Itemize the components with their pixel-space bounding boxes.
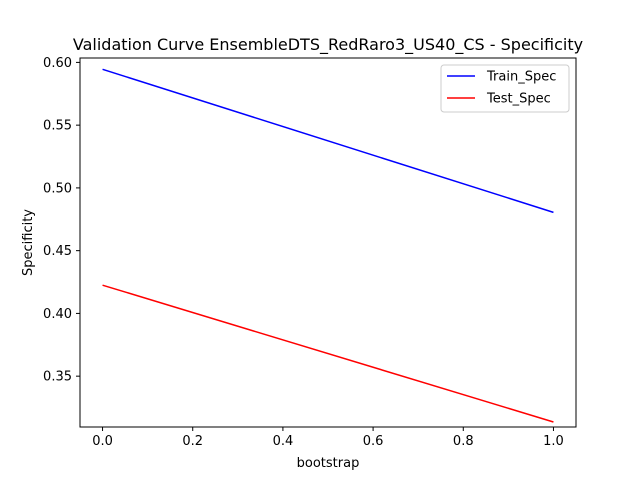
x-tick-label: 0.4: [273, 434, 294, 449]
legend-entry-label: Train_Spec: [486, 70, 556, 85]
series-layer: [102, 68, 554, 423]
x-tick-label: 0.6: [363, 434, 384, 449]
series-line-train-spec: [102, 68, 554, 214]
axes-frame: [79, 57, 577, 428]
x-tick-label: 0.2: [182, 434, 203, 449]
x-tick-label: 0.8: [453, 434, 474, 449]
plot-area: [80, 58, 576, 427]
series-line-test-spec: [102, 284, 554, 423]
x-tick-label: 1.0: [543, 434, 564, 449]
x-tick-label: 0.0: [92, 434, 113, 449]
y-tick-label: 0.55: [43, 119, 72, 134]
axes-layer: 0.0 0.2 0.4 0.6 0.8 1.0 0.35 0.40 0.45 0.50 0.55 0.…: [43, 56, 577, 449]
chart-title: Validation Curve EnsembleDTS_RedRaro3_US…: [73, 35, 583, 55]
y-axis-label: Specificity: [21, 209, 36, 276]
y-tick-label: 0.45: [43, 244, 72, 259]
legend: Train_Spec Test_Spec: [440, 64, 570, 113]
y-tick-label: 0.60: [43, 56, 72, 71]
x-axis-label: bootstrap: [297, 456, 360, 471]
legend-entry-label: Test_Spec: [486, 92, 551, 107]
y-tick-label: 0.40: [43, 307, 72, 322]
y-tick-label: 0.50: [43, 181, 72, 196]
y-tick-label: 0.35: [43, 370, 72, 385]
